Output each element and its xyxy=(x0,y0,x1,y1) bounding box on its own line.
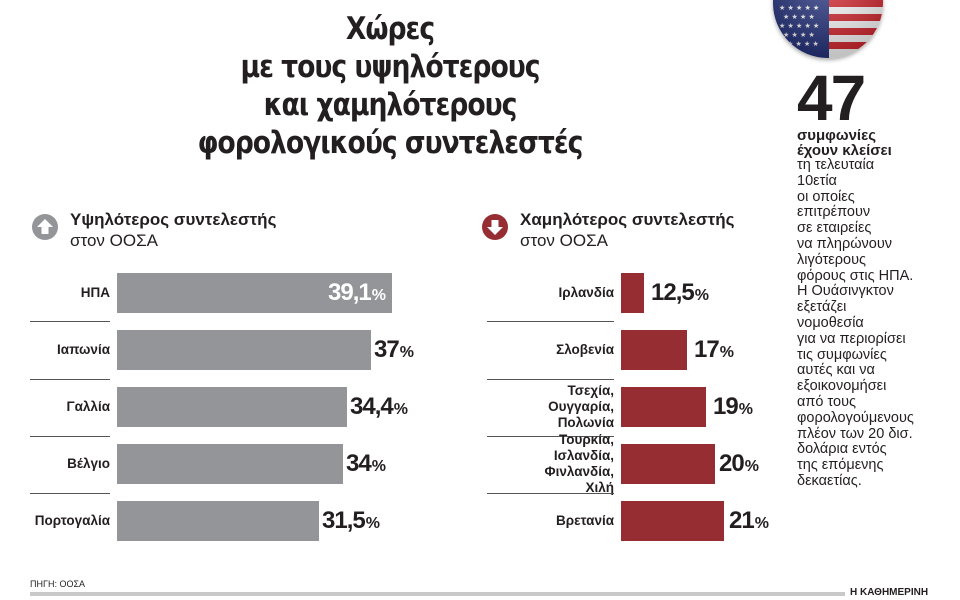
note-line: νομοθεσία xyxy=(797,314,864,331)
note-line: να πληρώνουν xyxy=(797,235,893,252)
bar-row: Ιαπωνία 37% xyxy=(57,330,414,370)
bar-value: 19% xyxy=(713,393,753,420)
bar xyxy=(117,444,343,484)
note-line: Η Ουάσινγκτον xyxy=(797,283,894,300)
note-line: οι οποίες xyxy=(797,188,855,205)
source-note: ΠΗΓΗ: ΟΟΣΑ xyxy=(30,579,86,589)
title-line-3: και χαμηλότερους xyxy=(263,87,518,123)
lowest-subheading: στον ΟΟΣΑ xyxy=(520,231,608,250)
bar-row: ΗΠΑ 39,1% xyxy=(81,273,392,313)
arrow-up-icon xyxy=(32,214,58,240)
lowest-heading: Χαμηλότερος συντελεστής xyxy=(520,210,735,229)
bar-row: Γαλλία 34,4% xyxy=(67,387,408,427)
bar-label: Ιρλανδία xyxy=(558,285,615,300)
bar xyxy=(621,273,644,313)
bar-value: 37% xyxy=(374,336,414,363)
bar-value: 39,1% xyxy=(328,279,386,306)
note-line: φόρους στις ΗΠΑ. xyxy=(797,267,914,284)
bar xyxy=(621,330,687,370)
bar-row: Πορτογαλία 31,5% xyxy=(35,501,380,541)
note-line: επιτρέπουν xyxy=(797,204,871,221)
bar xyxy=(621,444,715,484)
note-line: από τους xyxy=(797,393,856,410)
bar xyxy=(117,387,347,427)
note-line: αυτές και να xyxy=(797,362,875,379)
divider xyxy=(487,379,614,380)
note-line: δολάρια εντός xyxy=(797,441,887,458)
note-line: της επόμενης xyxy=(797,457,884,474)
bar-value: 34,4% xyxy=(350,393,408,420)
bar-value: 20% xyxy=(719,450,759,477)
bar-label: Τσεχία, Ουγγαρία, Πολωνία xyxy=(548,383,614,430)
bar-label: Βρετανία xyxy=(555,513,614,528)
bar-value: 17% xyxy=(694,336,734,363)
divider xyxy=(487,321,614,322)
arrow-down-icon xyxy=(482,214,508,240)
bar-value: 31,5% xyxy=(322,507,380,534)
bar-row: Βέλγιο 34% xyxy=(67,444,386,484)
note-line: πλέον των 20 δισ. xyxy=(797,425,913,442)
us-flag-icon: ★ ★ ★ ★ ★ ★ ★ ★ ★ ★ ★ ★ ★ ★ ★ ★ ★ ★ ★ ★ … xyxy=(773,0,883,58)
bar-value: 21% xyxy=(729,507,769,534)
bar-value: 34% xyxy=(346,450,386,477)
bar-row: Τσεχία, Ουγγαρία, Πολωνία 19% xyxy=(548,383,753,430)
bar xyxy=(621,501,724,541)
bar-label: Γαλλία xyxy=(66,399,110,414)
bar-value: 12,5% xyxy=(651,279,709,306)
bar xyxy=(117,501,319,541)
bar-row: Ιρλανδία 12,5% xyxy=(559,273,709,313)
big-number: 47 xyxy=(797,62,866,134)
divider xyxy=(30,436,110,437)
note-line: 10ετία xyxy=(797,172,837,189)
note-line: λιγότερους xyxy=(797,251,867,268)
divider xyxy=(487,493,614,494)
highest-subheading: στον ΟΟΣΑ xyxy=(70,231,158,250)
footer-divider xyxy=(30,592,845,596)
highest-heading: Υψηλότερος συντελεστής xyxy=(70,210,277,229)
brand-logo: Η ΚΑΘΗΜΕΡΙΝΗ xyxy=(850,587,929,598)
bar-row: Τουρκία, Ισλανδία, Φινλανδία, Χιλή 20% xyxy=(545,432,759,495)
note-line: σε εταιρείες xyxy=(797,220,872,237)
title-line-2: με τους υψηλότερους xyxy=(240,49,541,85)
note-line: για να περιορίσει xyxy=(797,330,906,347)
note-line: τη τελευταία xyxy=(797,157,875,173)
bar-label: Ιαπωνία xyxy=(57,342,110,357)
bar xyxy=(117,330,371,370)
bar-label: Τουρκία, Ισλανδία, Φινλανδία, Χιλή xyxy=(544,432,614,495)
bar-label: Πορτογαλία xyxy=(34,513,110,528)
bold-line: συμφωνίες xyxy=(797,127,876,144)
note-line: εξετάζει xyxy=(797,299,847,316)
divider xyxy=(30,379,110,380)
note-line: δεκαετίας. xyxy=(797,472,862,489)
note-line: τις συμφωνίες xyxy=(797,346,887,363)
sidebar-note: 47 συμφωνίες έχουν κλείσει τη τελευταία … xyxy=(797,62,957,490)
title-line-1: Χώρες xyxy=(345,11,435,47)
note-line: εξοικονομήσει xyxy=(797,378,887,395)
bold-line: έχουν κλείσει xyxy=(797,142,892,159)
bar-row: Σλοβενία 17% xyxy=(556,330,734,370)
bar xyxy=(621,387,706,427)
chart-title: Χώρες με τους υψηλότερους και χαμηλότερο… xyxy=(158,10,622,162)
divider xyxy=(487,436,614,437)
note-line: φορολογούμενους xyxy=(797,409,914,426)
divider xyxy=(30,321,110,322)
bar xyxy=(117,273,392,313)
bar-label: Βέλγιο xyxy=(67,456,110,471)
bar-label: ΗΠΑ xyxy=(80,285,110,300)
bar-row: Βρετανία 21% xyxy=(556,501,769,541)
title-line-4: φορολογικούς συντελεστές xyxy=(197,125,584,161)
divider xyxy=(30,493,110,494)
bar-label: Σλοβενία xyxy=(556,342,614,357)
